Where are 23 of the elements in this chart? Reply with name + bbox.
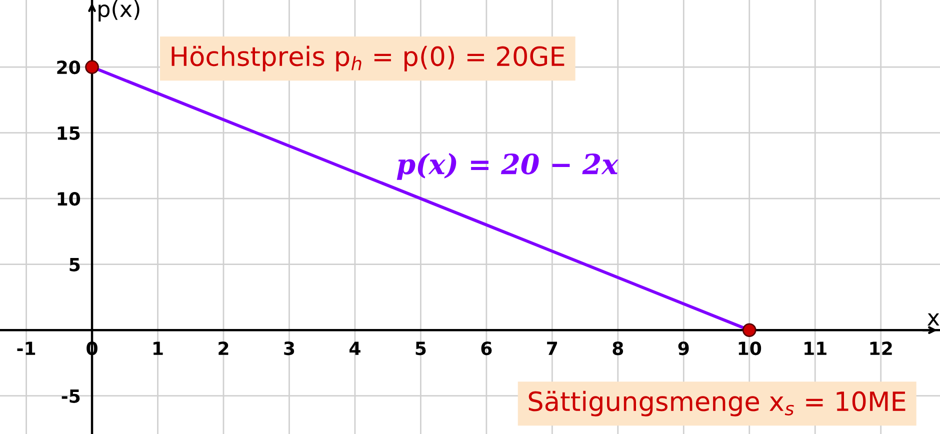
annotation: Sättigungsmenge x$_{s}$ = 10ME — [528, 390, 906, 416]
x-axis-title: x — [927, 313, 940, 326]
x-tick-label: 4 — [349, 342, 360, 355]
x-tick-label: 8 — [612, 342, 624, 356]
y-tick-label: 10 — [58, 192, 80, 206]
y-tick-label: 5 — [70, 258, 80, 272]
x-tick-label: 9 — [678, 342, 689, 356]
x-tick-label: 6 — [481, 342, 492, 356]
x-tick-label: 7 — [547, 342, 558, 355]
x-tick-label: 12 — [870, 342, 892, 355]
y-tick-label: 15 — [58, 126, 80, 140]
y-tick-label: 20 — [57, 60, 80, 74]
x-tick-label: 5 — [416, 342, 426, 356]
y-axis-title: p(x) — [98, 0, 140, 22]
y-tick-label: -5 — [62, 390, 80, 403]
series-label: p(x) = 20 − 2x — [396, 152, 618, 180]
x-tick-label: 10 — [738, 342, 762, 356]
x-tick-label: 3 — [284, 342, 294, 356]
x-tick-label: 11 — [804, 342, 826, 355]
annotation: Höchstpreis p$_{h}$ = p(0) = 20GE — [172, 46, 564, 72]
x-tick-label: -1 — [17, 342, 36, 355]
x-tick-label: 2 — [218, 342, 228, 355]
x-tick-label: 1 — [154, 342, 163, 355]
